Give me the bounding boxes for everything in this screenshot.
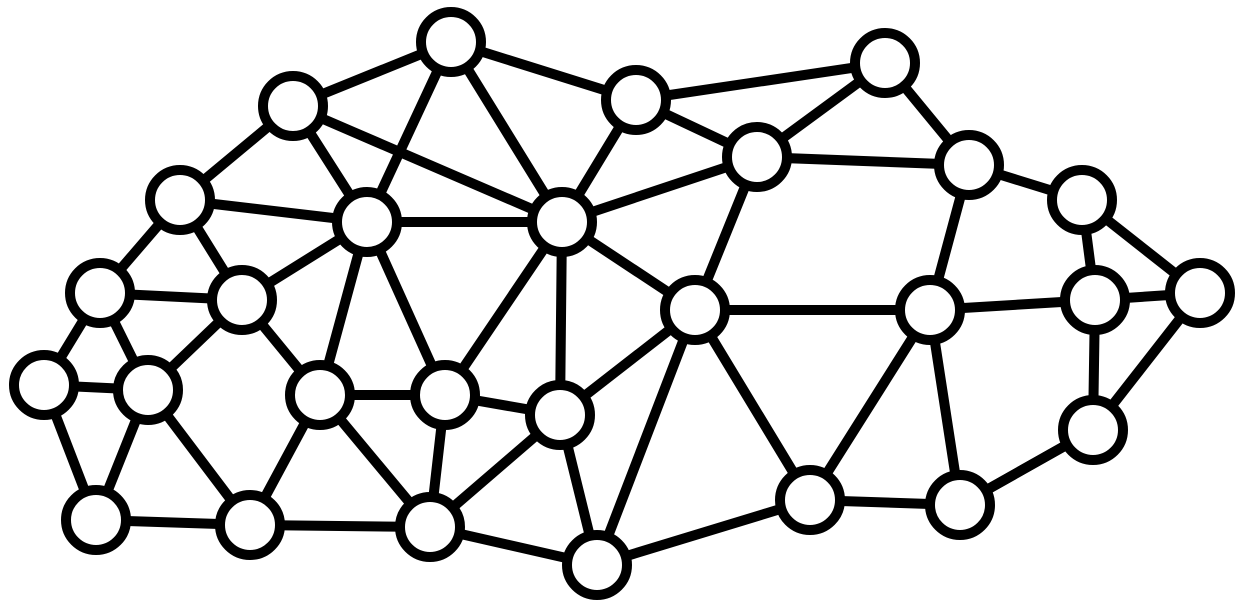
node (780, 470, 840, 530)
node (665, 280, 725, 340)
node (532, 192, 592, 252)
node (220, 495, 280, 555)
node (1170, 263, 1230, 323)
node (337, 192, 397, 252)
node (415, 365, 475, 425)
node (855, 33, 915, 93)
node (400, 497, 460, 557)
node (567, 535, 627, 595)
network-graph (0, 0, 1247, 614)
node (530, 385, 590, 445)
node (930, 475, 990, 535)
node (1065, 270, 1125, 330)
node (290, 365, 350, 425)
node (14, 355, 74, 415)
node (1063, 400, 1123, 460)
node (421, 12, 481, 72)
node (66, 490, 126, 550)
node (939, 135, 999, 195)
node (212, 270, 272, 330)
node (118, 360, 178, 420)
node (727, 127, 787, 187)
node (1052, 170, 1112, 230)
node (263, 76, 323, 136)
node (150, 170, 210, 230)
node (606, 70, 666, 130)
node (70, 263, 130, 323)
node (900, 280, 960, 340)
